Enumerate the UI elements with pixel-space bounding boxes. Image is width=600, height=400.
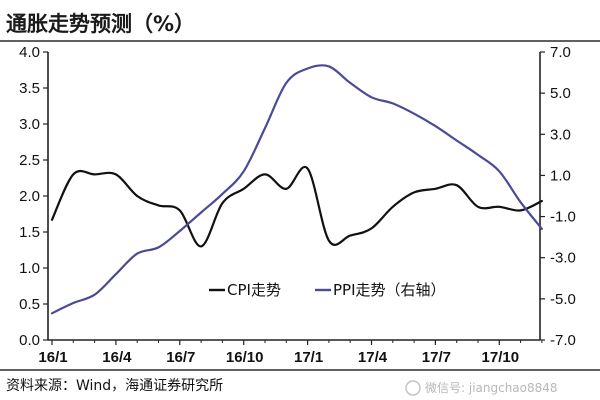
left-tick-label: 2.5 <box>19 152 40 169</box>
right-tick-label: -5.0 <box>550 291 576 308</box>
cpi-series-line <box>50 165 543 248</box>
legend-label-cpi: CPI走势 <box>227 281 281 299</box>
chart-title: 通胀走势预测（%） <box>6 12 195 36</box>
watermark: 微信号: jiangchao8848 <box>405 380 558 396</box>
x-tick-label: 17/7 <box>422 349 451 366</box>
left-tick-label: 3.0 <box>19 116 40 133</box>
x-tick-label: 17/4 <box>358 349 388 366</box>
x-tick-label: 17/1 <box>294 349 323 366</box>
x-tick-label: 17/10 <box>482 349 520 366</box>
x-tick-label: 16/4 <box>102 349 132 366</box>
left-tick-label: 4.0 <box>19 44 40 61</box>
right-tick-label: 1.0 <box>550 167 571 184</box>
right-tick-label: 3.0 <box>550 126 571 143</box>
legend-label-ppi: PPI走势（右轴） <box>333 281 446 299</box>
left-tick-label: 2.0 <box>19 188 40 205</box>
source-note: 资料来源：Wind，海通证券研究所 <box>6 378 223 394</box>
x-tick-label: 16/10 <box>226 349 264 366</box>
left-tick-label: 3.5 <box>19 80 40 97</box>
watermark-text: 微信号: jiangchao8848 <box>425 381 558 395</box>
wechat-icon <box>405 380 421 396</box>
left-tick-label: 1.5 <box>19 224 40 241</box>
legend: CPI走势 PPI走势（右轴） <box>209 281 446 299</box>
ticks-group: 0.0 0.5 1.0 1.5 2.0 2.5 3.0 3.5 4.0 -7.0 -5.0 -3.0 -… <box>19 44 576 366</box>
left-tick-label: 0.5 <box>19 296 40 313</box>
left-tick-label: 0.0 <box>19 332 40 349</box>
x-tick-label: 16/1 <box>38 349 67 366</box>
right-tick-label: -1.0 <box>550 209 576 226</box>
right-tick-label: -7.0 <box>550 332 576 349</box>
ppi-series-line <box>50 64 543 315</box>
right-tick-label: 7.0 <box>550 44 571 61</box>
left-tick-label: 1.0 <box>19 260 40 277</box>
x-tick-label: 16/7 <box>166 349 195 366</box>
right-tick-label: -3.0 <box>550 250 576 267</box>
series-group <box>50 64 543 315</box>
right-tick-label: 5.0 <box>550 85 571 102</box>
